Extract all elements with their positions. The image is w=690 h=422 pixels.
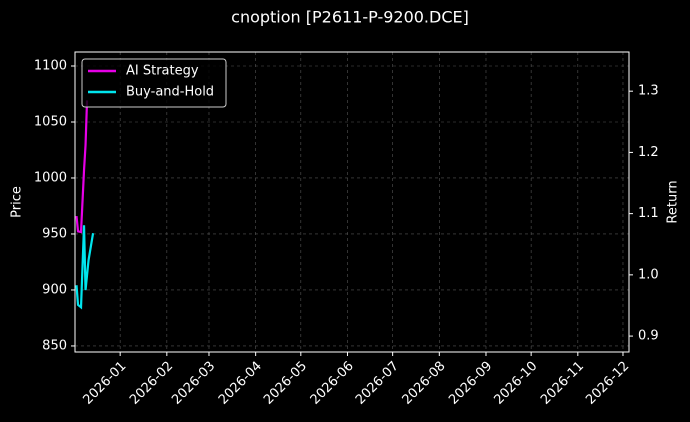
y-tick-label: 1050 (34, 114, 67, 129)
legend-box (81, 58, 227, 108)
y2-tick-label: 1.0 (638, 267, 659, 282)
y-tick-label: 900 (42, 282, 67, 297)
y-tick-label: 950 (42, 226, 67, 241)
y2-tick-label: 1.2 (638, 145, 659, 160)
y2-tick-label: 1.3 (638, 84, 659, 99)
y2-axis-label: Return (666, 180, 681, 223)
plot-frame (74, 51, 630, 353)
y-tick-label: 1000 (34, 170, 67, 185)
y-tick-label: 850 (42, 338, 67, 353)
legend-label: Buy-and-Hold (126, 85, 214, 100)
series-line (75, 100, 89, 234)
legend-label: AI Strategy (126, 64, 199, 79)
y2-tick-label: 0.9 (638, 329, 659, 344)
chart-title: cnoption [P2611-P-9200.DCE] (231, 8, 469, 27)
series-line (75, 225, 95, 310)
plot-area (75, 100, 95, 310)
y2-tick-label: 1.1 (638, 206, 659, 221)
y-axis-label: Price (10, 186, 25, 218)
y-tick-label: 1100 (34, 58, 67, 73)
